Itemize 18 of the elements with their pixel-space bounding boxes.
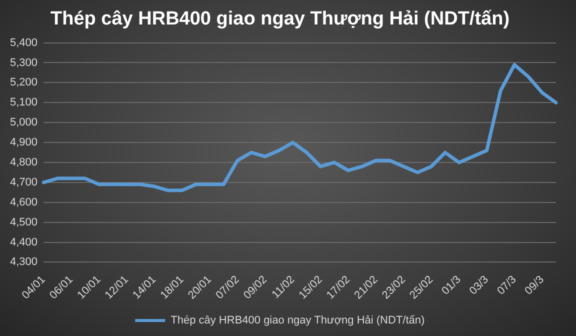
y-tick-label: 4,900: [10, 136, 38, 149]
y-tick-label: 4,300: [10, 256, 38, 268]
y-tick-label: 4,500: [10, 216, 38, 228]
x-tick-label: 07/3: [495, 274, 519, 298]
y-tick-label: 4,400: [10, 236, 38, 248]
x-tick-label: 01/3: [440, 274, 464, 298]
y-tick-label: 4,700: [10, 176, 38, 188]
y-tick-label: 5,000: [10, 116, 38, 129]
y-tick-label: 4,800: [10, 156, 38, 169]
y-tick-label: 5,100: [10, 96, 38, 109]
y-tick-label: 4,600: [10, 196, 38, 208]
y-tick-label: 5,300: [10, 56, 38, 69]
legend-label: Thép cây HRB400 giao ngay Thượng Hải (NDT/tấn): [170, 314, 425, 327]
y-tick-label: 5,400: [10, 36, 38, 49]
x-tick-label: 09/3: [522, 274, 546, 298]
x-tick-label: 03/3: [467, 274, 492, 298]
y-tick-label: 5,200: [10, 76, 38, 89]
chart-title: Thép cây HRB400 giao ngay Thượng Hải (NDT/tấn): [50, 8, 510, 30]
